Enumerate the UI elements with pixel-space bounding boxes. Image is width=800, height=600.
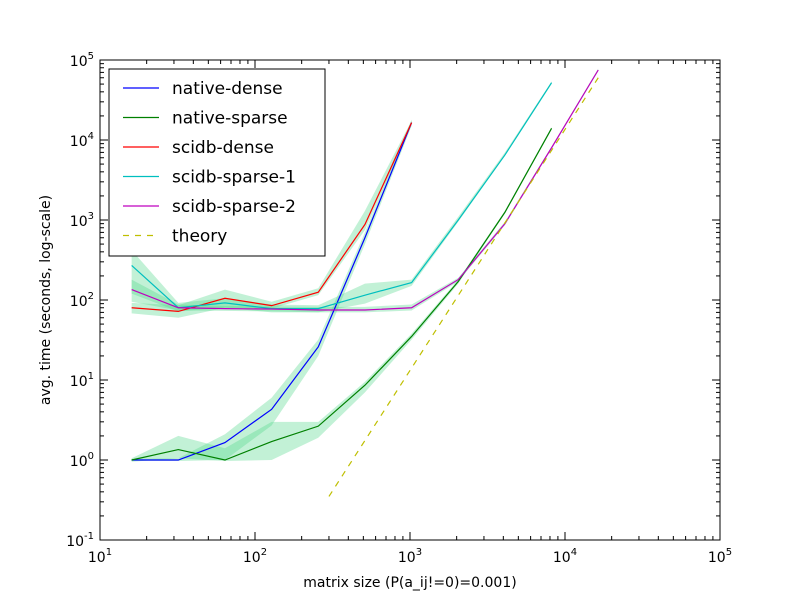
y-tick-label: 104 (70, 131, 94, 150)
legend-label-scidb-sparse-2: scidb-sparse-2 (172, 197, 296, 217)
x-axis-label: matrix size (P(a_ij!=0)=0.001) (303, 575, 516, 591)
legend-label-scidb-dense: scidb-dense (172, 138, 274, 158)
y-tick-label: 101 (70, 371, 94, 390)
x-tick-label: 102 (243, 547, 267, 566)
legend: native-dense native-sparse scidb-dense scid… (108, 68, 326, 257)
y-tick-label: 100 (70, 451, 94, 470)
y-tick-label: 10-1 (66, 531, 94, 550)
legend-label-theory: theory (172, 227, 227, 247)
series-line-scidb-sparse-2 (131, 69, 599, 311)
legend-label-scidb-sparse-1: scidb-sparse-1 (172, 168, 296, 188)
series-lines (131, 69, 599, 497)
x-tick-label: 101 (88, 547, 112, 566)
x-tick-label: 103 (398, 547, 422, 566)
y-tick-label: 102 (70, 291, 94, 310)
legend-label-native-dense: native-dense (172, 79, 283, 99)
y-tick-label: 103 (70, 211, 94, 230)
series-line-native-dense (131, 122, 413, 461)
legend-label-native-sparse: native-sparse (172, 109, 288, 129)
series-line-scidb-sparse-1 (131, 82, 553, 310)
series-line-native-sparse (131, 128, 553, 461)
axis-ticks: 101 102 103 104 105 10-1 100 101 102 103 104 105 (66, 51, 732, 566)
y-axis-label: avg. time (seconds, log-scale) (38, 195, 54, 405)
x-tick-label: 104 (553, 547, 577, 566)
series-line-scidb-dense (131, 122, 413, 313)
legend-box (108, 68, 326, 257)
x-tick-label: 105 (708, 547, 732, 566)
y-tick-label: 105 (70, 51, 94, 70)
